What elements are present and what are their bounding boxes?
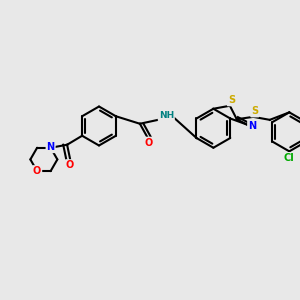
Text: S: S <box>251 106 258 116</box>
Text: O: O <box>145 138 153 148</box>
Text: Cl: Cl <box>284 153 295 163</box>
Text: N: N <box>46 142 55 152</box>
Text: NH: NH <box>159 111 174 120</box>
Text: O: O <box>66 160 74 170</box>
Text: S: S <box>228 95 235 105</box>
Text: N: N <box>248 121 256 131</box>
Text: O: O <box>33 166 41 176</box>
